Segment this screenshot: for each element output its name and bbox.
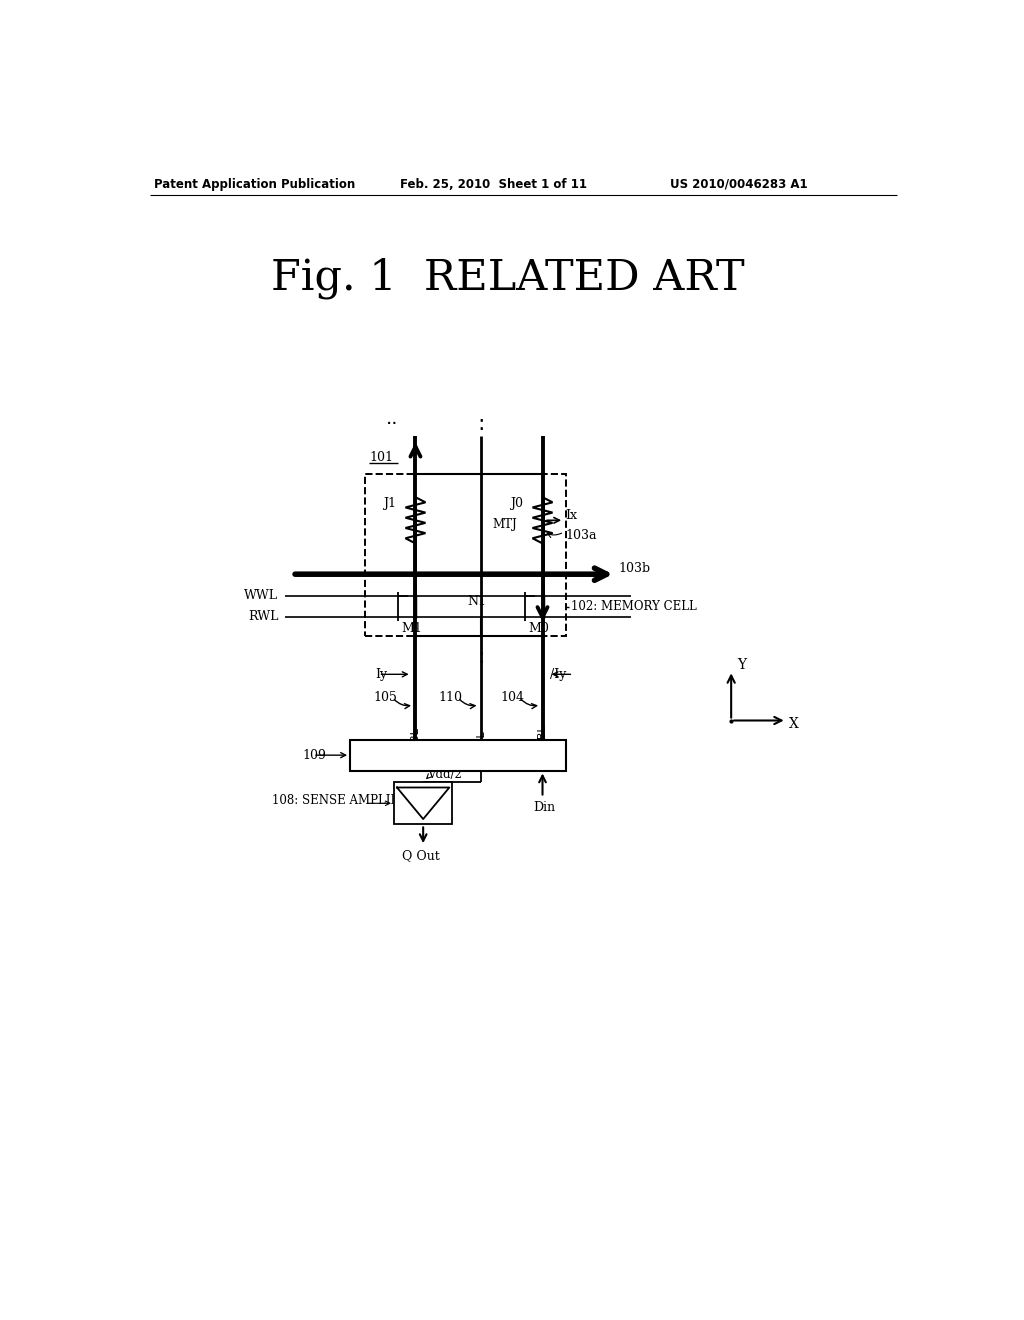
Text: RWL: RWL: [248, 610, 279, 623]
Text: M1: M1: [401, 622, 422, 635]
Text: Ix: Ix: [565, 510, 578, 523]
Text: 110: 110: [438, 690, 463, 704]
Text: MTJ: MTJ: [493, 517, 517, 531]
Text: X: X: [788, 717, 799, 730]
Text: :: :: [477, 414, 484, 434]
Bar: [350, 739, 565, 771]
Text: 108: SENSE AMPLIFIER: 108: SENSE AMPLIFIER: [272, 795, 421, 808]
Text: RBL: RBL: [476, 729, 486, 751]
Text: Y: Y: [737, 659, 746, 672]
Text: :: :: [477, 647, 484, 668]
Text: 109: 109: [302, 748, 327, 762]
Text: 105: 105: [373, 690, 397, 704]
Text: 104: 104: [500, 690, 524, 704]
Text: WWL: WWL: [245, 589, 279, 602]
Text: US 2010/0046283 A1: US 2010/0046283 A1: [670, 178, 807, 190]
Text: WRITE CIRCUIT: WRITE CIRCUIT: [406, 748, 510, 762]
Text: ..: ..: [386, 409, 398, 428]
Text: Vdd/2: Vdd/2: [427, 768, 462, 781]
Text: WBL: WBL: [411, 727, 421, 752]
Text: Q Out: Q Out: [401, 849, 439, 862]
Text: Patent Application Publication: Patent Application Publication: [154, 178, 355, 190]
Text: N1: N1: [468, 595, 486, 609]
Text: J1: J1: [383, 496, 396, 510]
Bar: [366, 474, 565, 636]
Text: M0: M0: [528, 622, 549, 635]
Text: Feb. 25, 2010  Sheet 1 of 11: Feb. 25, 2010 Sheet 1 of 11: [400, 178, 587, 190]
Text: Iy: Iy: [376, 668, 387, 681]
Text: 101: 101: [370, 450, 393, 463]
Text: 103a: 103a: [565, 529, 597, 543]
Text: /WBL: /WBL: [538, 726, 548, 754]
Text: Din: Din: [534, 801, 555, 814]
Text: J0: J0: [510, 496, 523, 510]
Text: 102: MEMORY CELL: 102: MEMORY CELL: [571, 601, 696, 612]
Bar: [394, 781, 453, 825]
Text: /Iy: /Iy: [550, 668, 566, 681]
Text: 103b: 103b: [617, 562, 650, 576]
Text: Fig. 1  RELATED ART: Fig. 1 RELATED ART: [271, 257, 744, 298]
